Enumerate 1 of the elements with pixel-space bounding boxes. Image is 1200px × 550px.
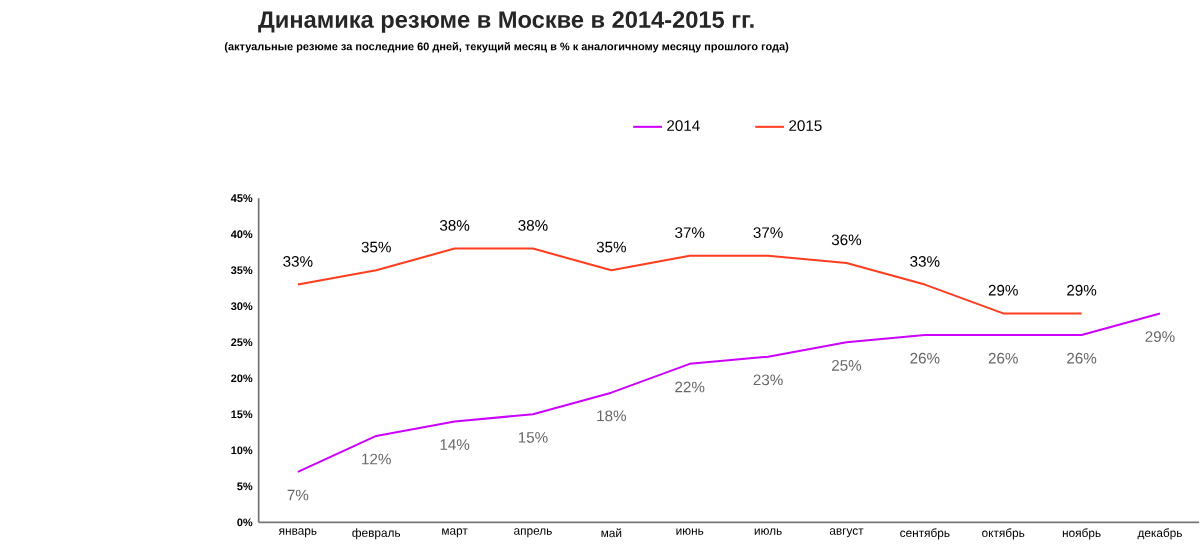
chart-title: Динамика резюме в Москве в 2014-2015 гг. <box>258 11 754 33</box>
